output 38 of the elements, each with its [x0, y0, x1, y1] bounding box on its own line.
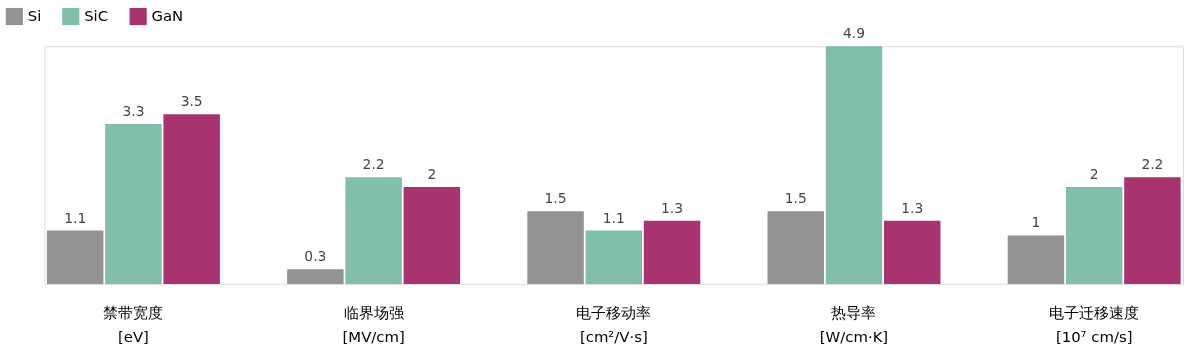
bar: [1007, 235, 1065, 284]
bar: [883, 220, 941, 284]
data-label: 1.1: [64, 209, 87, 226]
bar: [105, 123, 162, 284]
data-label: 4.9: [842, 25, 866, 42]
data-label: 2: [427, 166, 437, 183]
data-label: 2: [1089, 166, 1099, 183]
data-label: 1.3: [661, 199, 684, 216]
data-label: 2.2: [362, 156, 385, 173]
x-tick-label: 热导率 [W/cm·K]: [819, 304, 889, 346]
data-label: 2.2: [1141, 156, 1164, 173]
bar: [1065, 186, 1123, 284]
data-label: 1.5: [784, 190, 807, 207]
legend-label: SiC: [84, 7, 109, 26]
data-label: 3.3: [122, 102, 145, 119]
bar: [643, 220, 701, 284]
legend-label: Si: [27, 7, 42, 26]
bar: [585, 230, 643, 284]
x-tick-label: 电子移动率 [cm²/V·s]: [576, 304, 652, 346]
x-tick-label: 临界场强 [MV/cm]: [342, 304, 405, 346]
bar: [403, 186, 461, 284]
x-tick-label: 电子迁移速度 [10⁷ cm/s]: [1049, 304, 1140, 346]
data-label: 3.5: [180, 93, 203, 110]
bar: [767, 211, 824, 284]
data-label: 1.3: [901, 199, 924, 216]
bar: [345, 177, 402, 284]
bar: [825, 46, 883, 284]
bar: [163, 114, 220, 284]
bar: [1124, 177, 1181, 284]
x-tick-label: 禁带宽度 [eV]: [103, 304, 164, 346]
legend-label: GaN: [151, 7, 184, 26]
data-label: 1.5: [544, 190, 567, 207]
bar: [46, 230, 104, 284]
data-label: 0.3: [304, 248, 327, 265]
data-label: 1: [1031, 214, 1041, 231]
data-label: 1.1: [602, 209, 625, 226]
bar: [287, 269, 344, 284]
bar: [527, 211, 584, 284]
